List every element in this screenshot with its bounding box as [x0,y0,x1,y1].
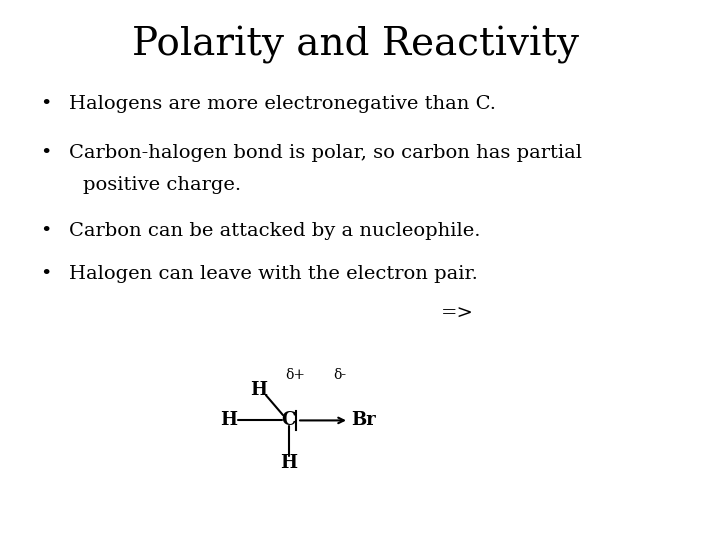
Text: δ+: δ+ [285,368,305,382]
Text: •: • [40,144,52,162]
Text: •: • [40,96,52,113]
Text: δ-: δ- [333,368,346,382]
Text: Halogen can leave with the electron pair.: Halogen can leave with the electron pair… [69,265,477,282]
Text: Halogens are more electronegative than C.: Halogens are more electronegative than C… [69,96,496,113]
Text: Carbon-halogen bond is polar, so carbon has partial: Carbon-halogen bond is polar, so carbon … [69,144,582,162]
Text: Polarity and Reactivity: Polarity and Reactivity [132,25,580,64]
Text: Br: Br [351,411,375,429]
Text: H: H [220,411,237,429]
Text: •: • [40,221,52,240]
Text: Carbon can be attacked by a nucleophile.: Carbon can be attacked by a nucleophile. [69,221,480,240]
Text: H: H [251,381,267,399]
Text: •: • [40,265,52,282]
Text: positive charge.: positive charge. [83,176,241,194]
Text: H: H [280,454,297,472]
Text: =>: => [441,305,474,323]
Text: C: C [282,411,296,429]
